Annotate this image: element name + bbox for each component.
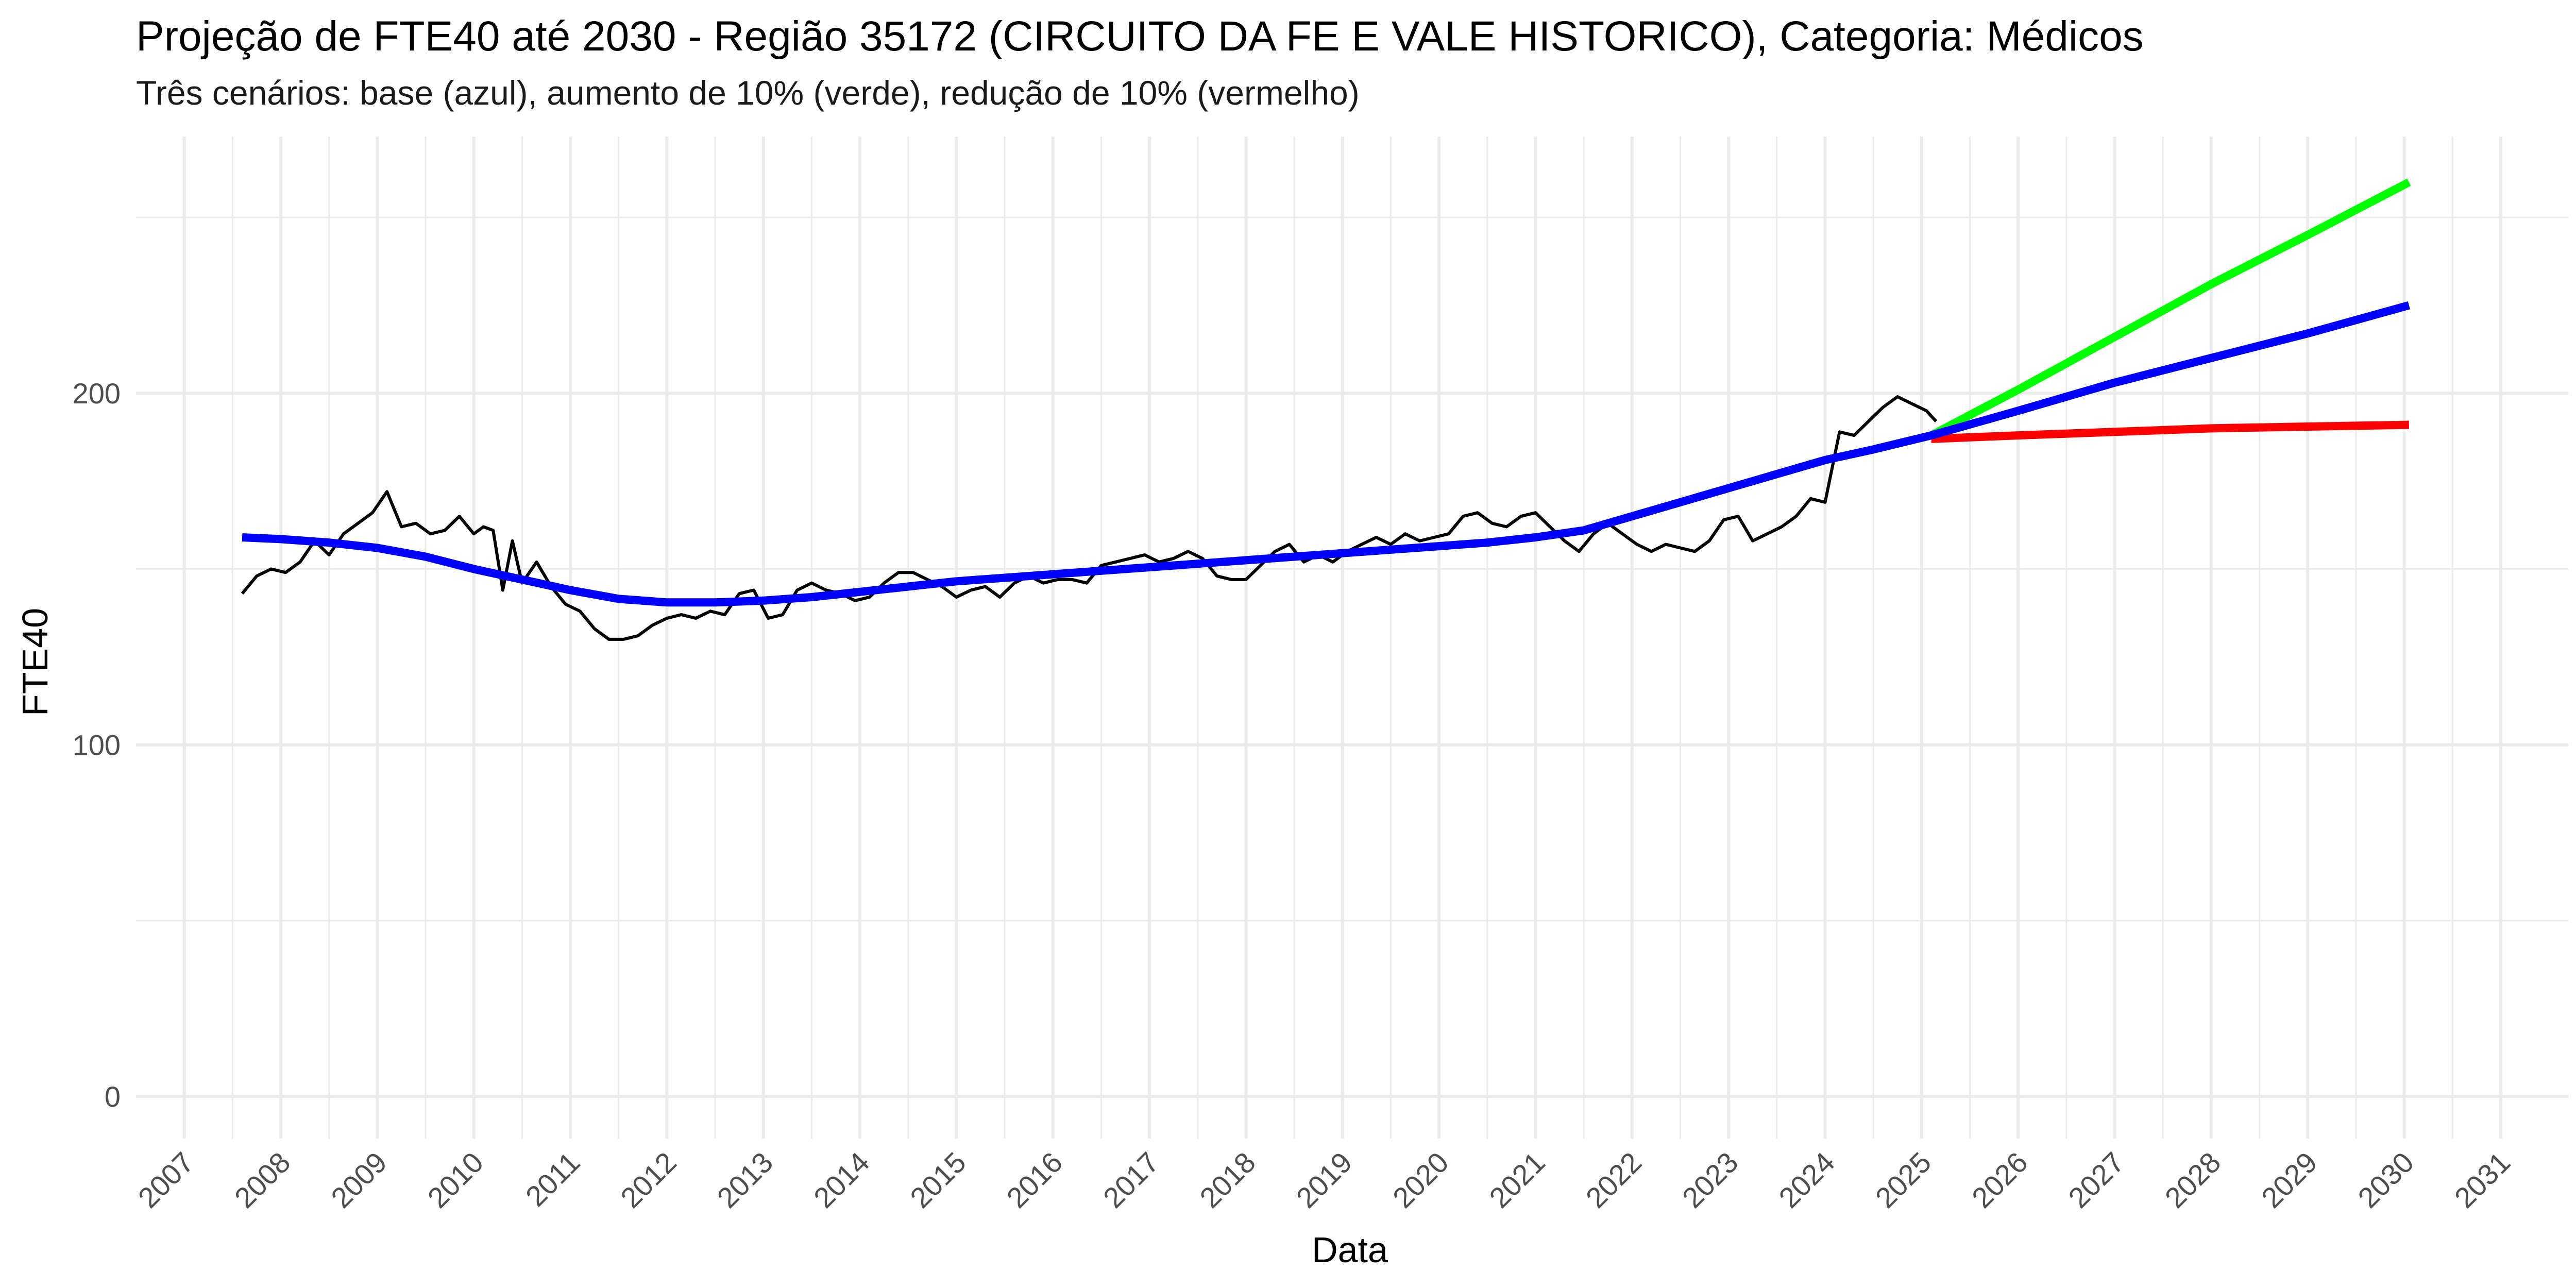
x-tick-label: 2010 (421, 1146, 490, 1214)
x-tick-label: 2017 (1097, 1146, 1165, 1214)
x-tick-label: 2027 (2062, 1146, 2130, 1214)
y-tick-label: 100 (73, 729, 121, 761)
x-tick-label: 2008 (228, 1146, 297, 1214)
x-tick-label: 2023 (1676, 1146, 1744, 1214)
chart-subtitle: Três cenários: base (azul), aumento de 1… (136, 74, 1360, 112)
grid-lines (136, 137, 2568, 1139)
x-tick-label: 2029 (2255, 1146, 2324, 1214)
x-axis-title: Data (1312, 1230, 1388, 1270)
x-tick-label: 2015 (904, 1146, 972, 1214)
x-axis-ticks: 2007 2008 2009 2010 2011 2012 2013 2014 2015 2016… (132, 1146, 2517, 1214)
y-axis-ticks: 0 100 200 (73, 377, 121, 1113)
x-tick-label: 2022 (1580, 1146, 1648, 1214)
x-tick-label: 2012 (614, 1146, 683, 1214)
x-tick-label: 2026 (1965, 1146, 2034, 1214)
x-tick-label: 2019 (1290, 1146, 1359, 1214)
x-tick-label: 2021 (1483, 1146, 1551, 1214)
x-tick-label: 2024 (1772, 1146, 1841, 1214)
x-tick-label: 2031 (2448, 1146, 2517, 1214)
x-tick-label: 2013 (711, 1146, 779, 1214)
x-tick-label: 2018 (1193, 1146, 1262, 1214)
series-line-decrease (1931, 420, 2410, 443)
series-line-base (242, 301, 2411, 607)
series-line-increase (1929, 178, 2411, 439)
x-tick-label: 2030 (2351, 1146, 2420, 1214)
x-tick-label: 2014 (807, 1146, 876, 1214)
chart-title: Projeção de FTE40 até 2030 - Região 3517… (136, 13, 2144, 60)
x-tick-label: 2028 (2159, 1146, 2227, 1214)
y-axis-title: FTE40 (15, 608, 55, 716)
x-tick-label: 2016 (1001, 1146, 1069, 1214)
y-tick-label: 0 (105, 1080, 121, 1113)
series-line-observed (241, 395, 1938, 641)
x-tick-label: 2025 (1869, 1146, 1938, 1214)
x-tick-label: 2020 (1386, 1146, 1455, 1214)
x-tick-label: 2009 (325, 1146, 393, 1214)
y-tick-label: 200 (73, 377, 121, 410)
x-tick-label: 2007 (132, 1146, 200, 1214)
series-lines (241, 178, 2411, 641)
x-tick-label: 2011 (519, 1146, 586, 1213)
